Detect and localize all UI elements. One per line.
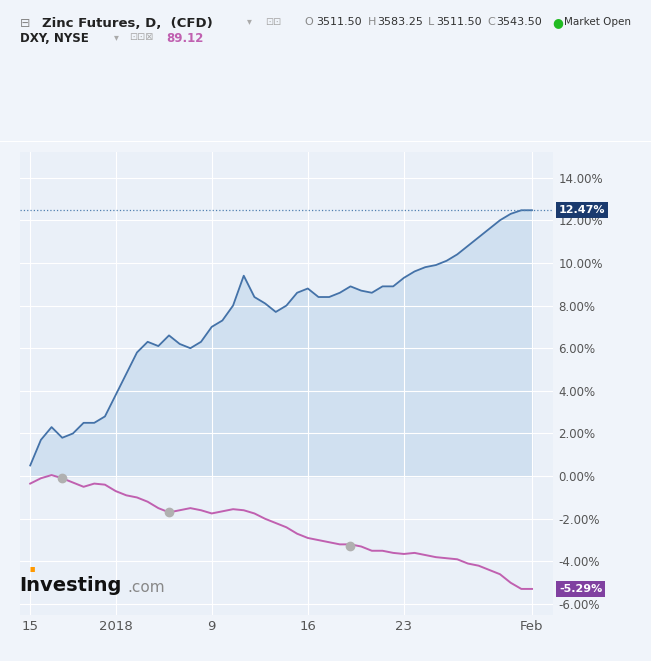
Text: H: H bbox=[368, 17, 376, 26]
Text: Investing: Investing bbox=[20, 576, 122, 595]
Text: ⊟: ⊟ bbox=[20, 17, 30, 30]
Text: Zinc Futures, D,  (CFD): Zinc Futures, D, (CFD) bbox=[42, 17, 213, 30]
Text: 3511.50: 3511.50 bbox=[316, 17, 361, 26]
Text: L: L bbox=[428, 17, 435, 26]
Text: Market Open: Market Open bbox=[564, 17, 631, 26]
Text: 3511.50: 3511.50 bbox=[436, 17, 482, 26]
Text: ·: · bbox=[27, 559, 36, 583]
Text: C: C bbox=[487, 17, 495, 26]
Text: 89.12: 89.12 bbox=[166, 32, 203, 46]
Text: 3543.50: 3543.50 bbox=[496, 17, 542, 26]
Text: ⊡⊡: ⊡⊡ bbox=[266, 17, 282, 26]
Text: DXY, NYSE: DXY, NYSE bbox=[20, 32, 89, 46]
Text: ⊡⊡⊠: ⊡⊡⊠ bbox=[129, 32, 153, 42]
Text: 12.47%: 12.47% bbox=[559, 206, 605, 215]
Text: ▾: ▾ bbox=[114, 32, 118, 42]
Text: .com: .com bbox=[127, 580, 165, 595]
Text: -5.29%: -5.29% bbox=[559, 584, 602, 594]
Text: O: O bbox=[305, 17, 313, 26]
Text: 3583.25: 3583.25 bbox=[378, 17, 423, 26]
Text: ▾: ▾ bbox=[247, 17, 252, 26]
Text: 12.47%: 12.47% bbox=[559, 206, 605, 215]
Text: ●: ● bbox=[552, 17, 563, 30]
